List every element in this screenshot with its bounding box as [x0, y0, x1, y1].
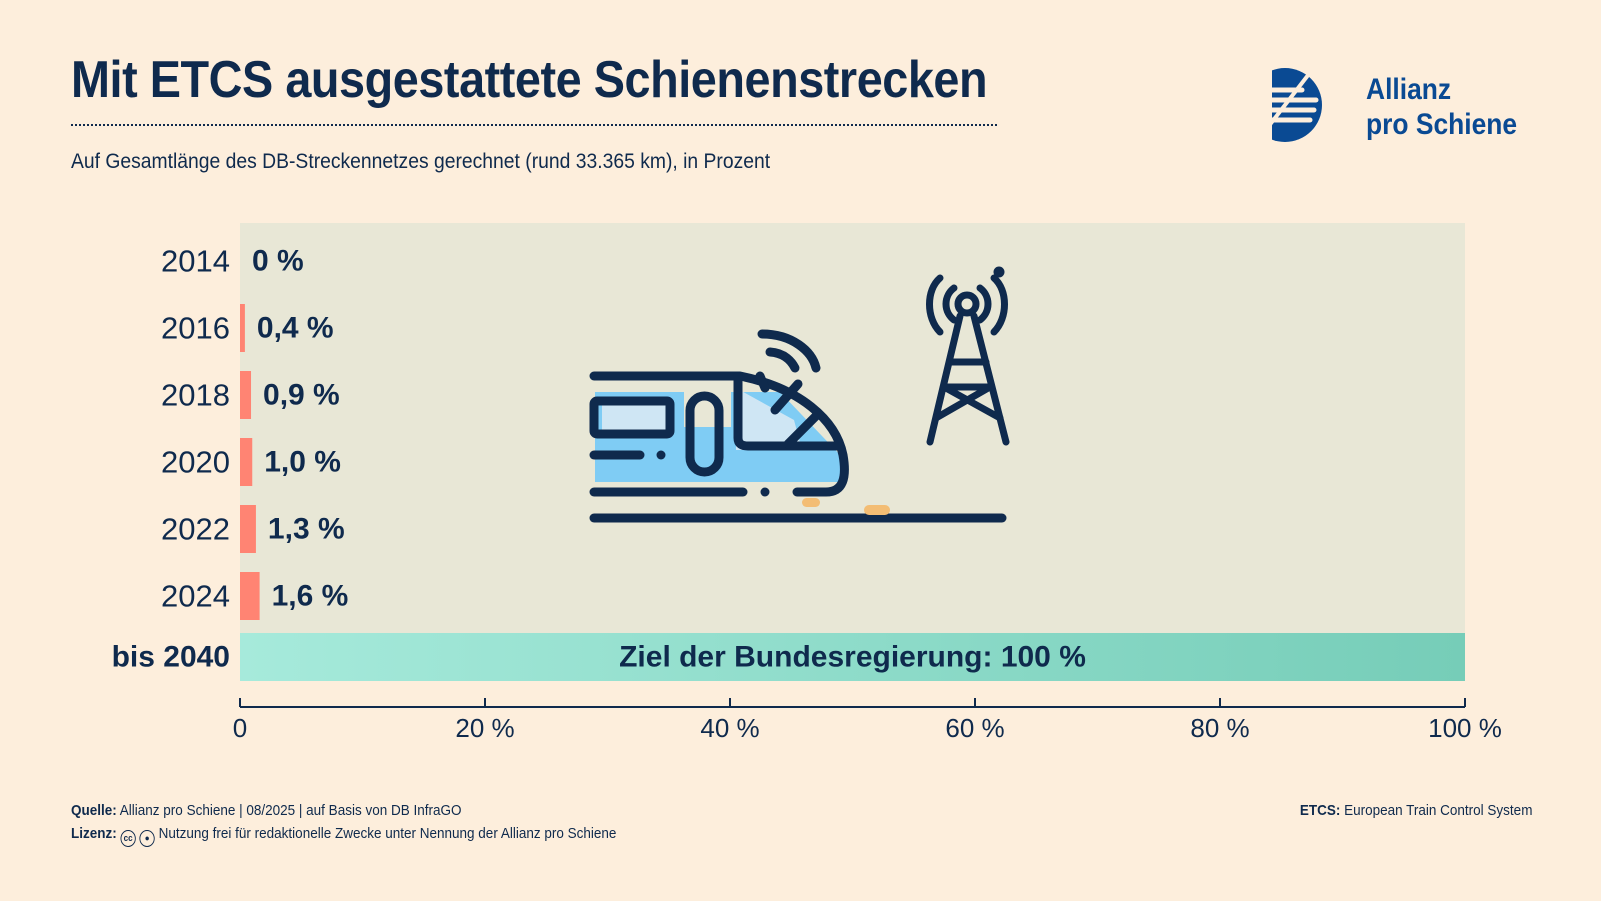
bar: [240, 438, 253, 486]
creative-commons-icon: cc: [120, 830, 136, 847]
y-tick-label: 2020: [161, 445, 230, 480]
y-tick-label: 2024: [161, 579, 230, 614]
radio-tower-icon: [926, 266, 1010, 446]
bar: [240, 505, 256, 553]
allianz-pro-schiene-logo-icon: [1272, 68, 1322, 142]
source-label: Quelle:: [71, 802, 117, 819]
bar-value-label: 0,9 %: [263, 379, 340, 412]
x-tick-label: 80 %: [1190, 713, 1249, 743]
x-tick-label: 60 %: [945, 713, 1004, 743]
bar-value-label: 0 %: [252, 245, 304, 278]
etcs-label: ETCS:: [1299, 802, 1340, 819]
bar-value-label: 1,3 %: [268, 513, 345, 546]
page-subtitle: Auf Gesamtlänge des DB-Streckennetzes ge…: [71, 150, 771, 173]
x-tick-label: 100 %: [1428, 713, 1502, 743]
bar: [240, 304, 245, 352]
bar: [240, 572, 260, 620]
y-tick-label: 2018: [161, 378, 230, 413]
license-text: Nutzung frei für redaktionelle Zwecke un…: [158, 825, 617, 842]
x-tick-label: 0: [233, 713, 247, 743]
footer-etcs-note: ETCS: European Train Control System: [1299, 802, 1532, 819]
bar-value-label: 1,6 %: [272, 580, 349, 613]
target-bar: [240, 633, 1465, 681]
plot-background: [240, 223, 1465, 641]
logo-text: Allianz pro Schiene: [1366, 72, 1517, 142]
logo-line-1: Allianz: [1366, 73, 1452, 106]
logo-line-2: pro Schiene: [1366, 108, 1518, 141]
page-title: Mit ETCS ausgestattete Schienenstrecken: [71, 51, 988, 109]
y-tick-label: 2014: [161, 244, 230, 279]
bar-value-label: 0,4 %: [257, 312, 334, 345]
source-text: Allianz pro Schiene | 08/2025 | auf Basi…: [119, 802, 462, 819]
attribution-icon: ●: [139, 830, 155, 847]
etcs-text: European Train Control System: [1343, 802, 1532, 819]
license-label: Lizenz:: [71, 825, 117, 842]
bar: [240, 371, 252, 419]
target-category-label: bis 2040: [112, 641, 230, 674]
y-tick-label: 2022: [161, 512, 230, 547]
footer-source: Quelle: Allianz pro Schiene | 08/2025 | …: [71, 802, 461, 819]
train-icon: [589, 329, 1007, 523]
x-tick-label: 40 %: [700, 713, 759, 743]
footer-license: Lizenz: cc ● Nutzung frei für redaktione…: [71, 825, 616, 847]
bar-value-label: 1,0 %: [264, 446, 341, 479]
title-divider: [71, 124, 997, 126]
y-tick-label: 2016: [161, 311, 230, 346]
target-bar-label: Ziel der Bundesregierung: 100 %: [619, 641, 1086, 674]
x-tick-label: 20 %: [455, 713, 514, 743]
